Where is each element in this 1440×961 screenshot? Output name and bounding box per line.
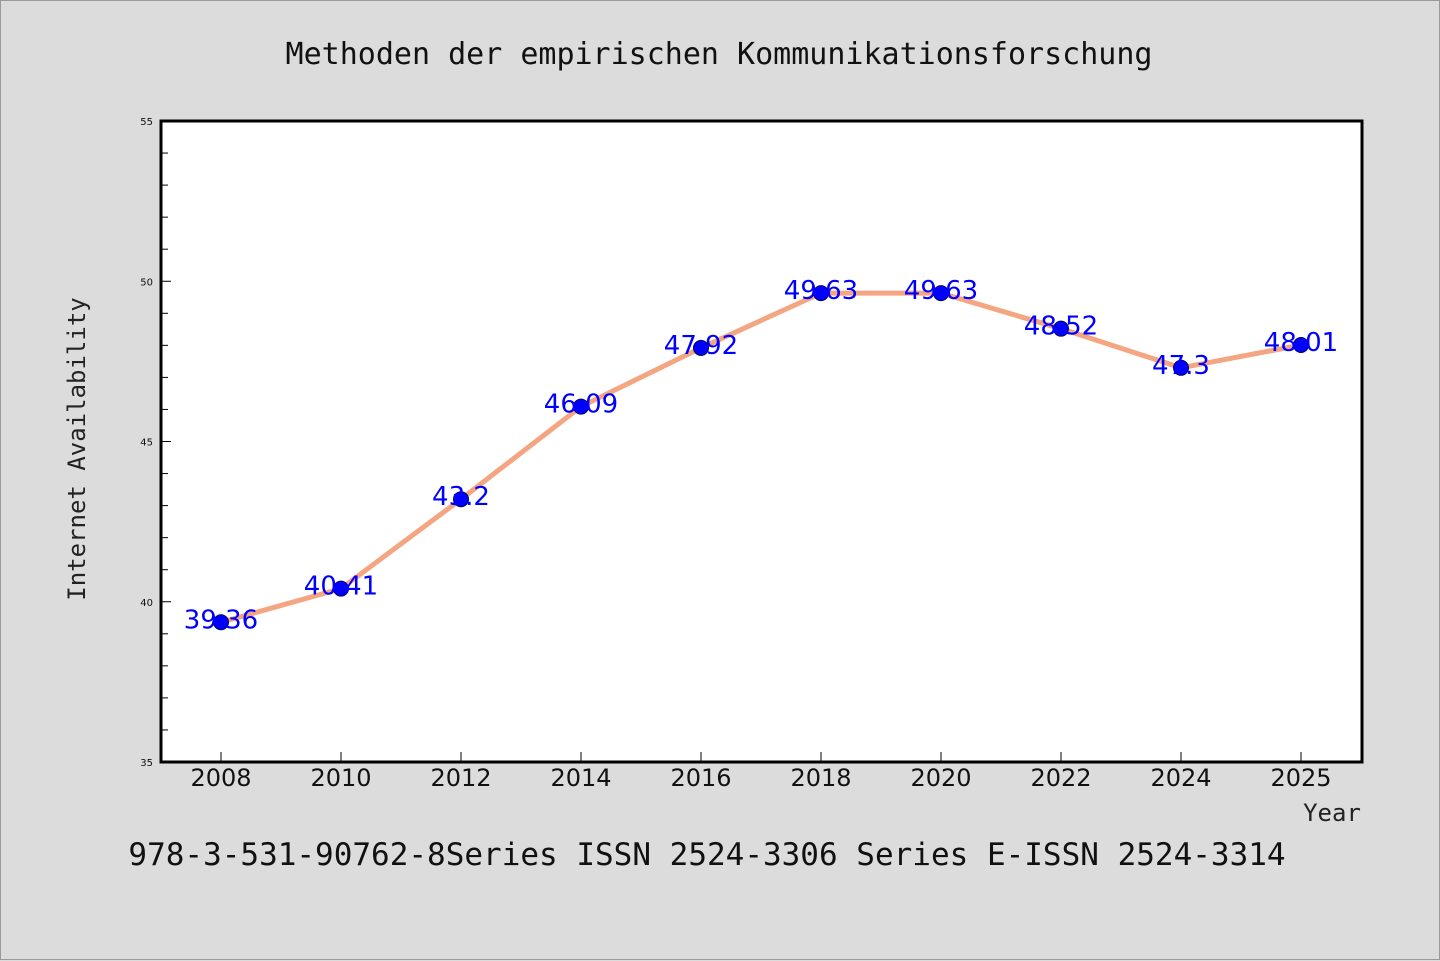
- data-label: 47.92: [664, 331, 738, 361]
- y-tick-label: 35: [140, 758, 153, 769]
- x-tick-label: 2010: [310, 764, 371, 792]
- x-tick-label: 2024: [1150, 764, 1211, 792]
- data-point: [213, 614, 229, 631]
- y-tick-label: 40: [140, 598, 153, 609]
- data-point: [1053, 320, 1069, 337]
- x-tick-label: 2022: [1030, 764, 1091, 792]
- y-tick-label: 45: [140, 438, 153, 449]
- data-label: 46.09: [544, 390, 618, 420]
- x-tick-label: 2018: [790, 764, 851, 792]
- data-point: [693, 339, 709, 356]
- series-markers: [213, 285, 1309, 631]
- data-label: 48.01: [1264, 328, 1338, 358]
- x-axis: 2008 2010 2012 2014 2016 2018 2020 2022 2024 2025: [190, 752, 1332, 792]
- data-label: 43.2: [432, 482, 490, 512]
- data-point: [453, 491, 469, 508]
- data-label: 49.63: [904, 276, 978, 306]
- data-label: 48.52: [1024, 312, 1098, 342]
- y-tick-label: 55: [140, 117, 153, 128]
- data-point: [333, 580, 349, 597]
- x-axis-title: Year: [1303, 799, 1361, 827]
- data-label: 49.63: [784, 276, 858, 306]
- x-tick-label: 2020: [910, 764, 971, 792]
- data-label: 40.41: [304, 572, 378, 602]
- series-line: [218, 290, 1304, 625]
- plot-area: [159, 119, 1364, 764]
- data-point: [1293, 337, 1309, 354]
- x-tick-label: 2014: [550, 764, 611, 792]
- x-tick-label: 2025: [1270, 764, 1331, 792]
- chart-title: Methoden der empirischen Kommunikationsf…: [286, 37, 1153, 72]
- x-tick-label: 2016: [670, 764, 731, 792]
- footer-isbn-issn: 978-3-531-90762-8Series ISSN 2524-3306 S…: [128, 837, 1285, 873]
- data-point: [1173, 359, 1189, 376]
- data-label: 39.36: [184, 605, 258, 635]
- data-label: 47.3: [1152, 351, 1210, 381]
- y-axis-title: Internet Availability: [63, 297, 91, 600]
- y-axis: 35 40 45 50 55: [140, 117, 171, 769]
- x-tick-label: 2008: [190, 764, 251, 792]
- data-point: [813, 285, 829, 302]
- data-labels: 39.36 40.41 43.2 46.09 47.92 49.63 49.63 48.52 4…: [184, 276, 1338, 635]
- x-tick-label: 2012: [430, 764, 491, 792]
- data-point: [573, 398, 589, 415]
- data-point: [933, 285, 949, 302]
- y-tick-label: 50: [140, 277, 153, 288]
